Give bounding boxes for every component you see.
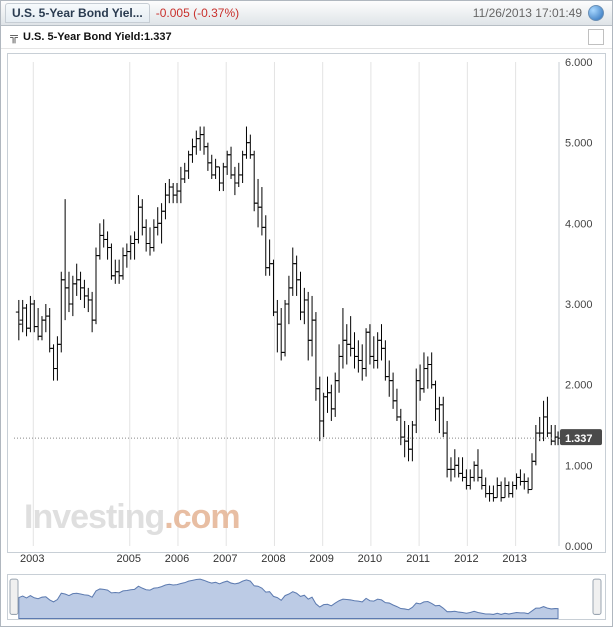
- series-label: U.S. 5-Year Bond Yield:1.337: [23, 31, 172, 43]
- svg-text:4.000: 4.000: [565, 218, 593, 230]
- x-tick-label: 2008: [261, 553, 285, 565]
- price-change: -0.005 (-0.37%): [156, 6, 239, 20]
- x-tick-label: 2013: [502, 553, 526, 565]
- x-axis-labels: 2003 2005 2006 2007 2008 2009 2010 2011 2012 2013: [7, 553, 606, 569]
- x-tick-label: 2010: [358, 553, 382, 565]
- chart-widget: { "header": { "title": "U.S. 5-Year Bond…: [0, 0, 613, 627]
- instrument-title[interactable]: U.S. 5-Year Bond Yiel...: [5, 3, 150, 23]
- settings-box-icon[interactable]: [588, 29, 604, 45]
- svg-text:6.000: 6.000: [565, 57, 593, 69]
- timestamp: 11/26/2013 17:01:49: [473, 6, 582, 20]
- x-tick-label: 2009: [309, 553, 333, 565]
- svg-text:1.000: 1.000: [565, 460, 593, 472]
- x-tick-label: 2005: [117, 553, 141, 565]
- x-tick-label: 2003: [20, 553, 44, 565]
- svg-text:1.337: 1.337: [565, 433, 593, 445]
- chart-header: U.S. 5-Year Bond Yiel... -0.005 (-0.37%)…: [1, 1, 612, 26]
- svg-text:5.000: 5.000: [565, 137, 593, 149]
- chart-area[interactable]: 0.000 1.000 2.000 3.000 4.000 5.000 6.000 Inves…: [7, 53, 606, 553]
- svg-text:0.000: 0.000: [565, 541, 593, 552]
- x-tick-label: 2011: [406, 553, 430, 565]
- navigator[interactable]: [7, 574, 606, 620]
- legend-row: ╦ U.S. 5-Year Bond Yield:1.337: [1, 26, 612, 49]
- svg-text:2.000: 2.000: [565, 379, 593, 391]
- globe-icon[interactable]: [588, 5, 604, 21]
- svg-text:Investing.com: Investing.com: [24, 498, 240, 536]
- ohlc-icon: ╦: [9, 31, 19, 43]
- x-tick-label: 2006: [165, 553, 189, 565]
- svg-text:3.000: 3.000: [565, 299, 593, 311]
- x-tick-label: 2012: [454, 553, 478, 565]
- x-tick-label: 2007: [213, 553, 237, 565]
